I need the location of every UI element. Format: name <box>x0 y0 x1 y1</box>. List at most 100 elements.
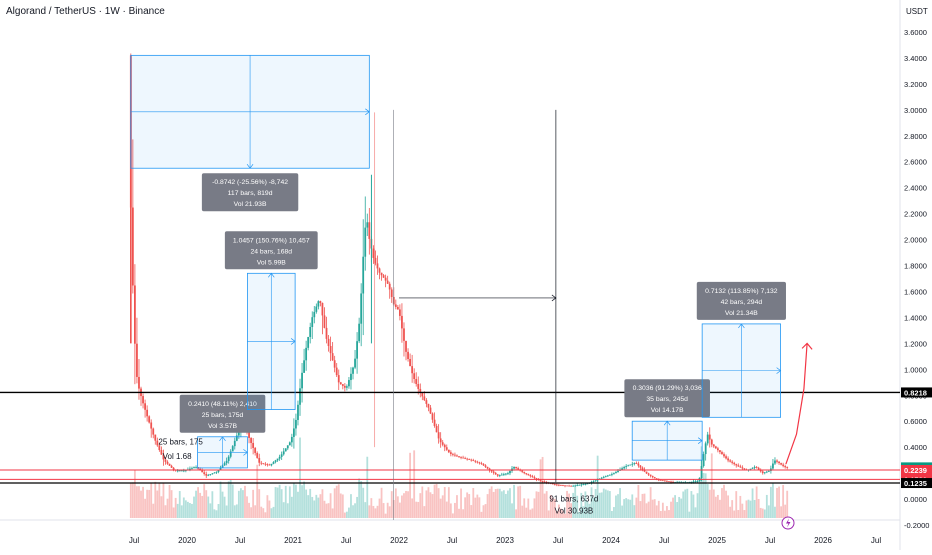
candle-body <box>749 468 752 470</box>
volume-bar <box>413 450 416 518</box>
candle-body <box>201 470 204 473</box>
volume-bar <box>311 496 314 518</box>
projection-arrow-head <box>801 342 813 350</box>
volume-bar <box>209 503 212 518</box>
volume-bar <box>466 492 469 518</box>
candle-body <box>211 473 214 475</box>
candle-body <box>694 481 697 483</box>
candle-body <box>623 467 626 469</box>
candle-body <box>574 485 577 487</box>
volume-bar <box>623 499 626 518</box>
volume-bar <box>643 493 646 518</box>
volume-bar <box>710 453 713 518</box>
volume-bar <box>692 494 695 518</box>
candle-body <box>431 413 434 420</box>
volume-bar <box>409 452 411 518</box>
measure-box-label-line: Vol 14.17B <box>651 407 684 414</box>
candle-body <box>474 460 477 462</box>
volume-bar <box>776 487 778 518</box>
candle-body <box>219 467 222 470</box>
volume-bar <box>227 481 230 518</box>
candle-body <box>223 463 226 466</box>
candle-body <box>229 451 232 457</box>
projection-arrow-line[interactable] <box>785 343 808 465</box>
volume-bar <box>156 490 159 518</box>
volume-bar <box>250 507 252 518</box>
candle-body <box>144 403 146 410</box>
candle-body <box>755 466 758 468</box>
candle-body <box>189 468 191 470</box>
volume-bar <box>725 490 727 518</box>
volume-bar <box>191 503 193 518</box>
candle-body <box>690 481 693 483</box>
candle-body <box>468 459 471 460</box>
volume-bar <box>435 483 438 518</box>
candle-body <box>735 464 738 466</box>
candle-body <box>470 459 473 461</box>
candle-body <box>572 485 575 487</box>
candle-body <box>148 416 151 423</box>
y-tick-label: 0.0000 <box>904 495 927 504</box>
candle-body <box>292 428 295 437</box>
candle-body <box>276 458 279 461</box>
volume-bar <box>723 484 725 518</box>
candle-body <box>225 460 228 464</box>
candle-body <box>592 481 595 482</box>
volume-bar <box>146 489 149 518</box>
volume-bar <box>305 489 308 518</box>
volume-bar <box>647 501 650 518</box>
candle-body <box>627 465 630 467</box>
candle-body <box>551 483 554 485</box>
volume-bar <box>174 497 177 518</box>
candle-body <box>480 463 483 464</box>
volume-bar <box>639 501 642 518</box>
candle-body <box>284 448 287 452</box>
candle-body <box>721 452 723 455</box>
volume-bar <box>133 470 136 518</box>
volume-bar <box>398 502 401 518</box>
volume-bar <box>645 503 648 518</box>
volume-bar <box>780 506 782 518</box>
chart-annotation: Vol 30.93B <box>555 506 594 515</box>
symbol-title[interactable]: Algorand / TetherUS · 1W · Binance <box>6 6 165 17</box>
candle-body <box>348 380 350 387</box>
volume-bar <box>574 486 577 518</box>
x-tick-label: 2025 <box>708 536 726 545</box>
candle-body <box>476 461 479 463</box>
volume-bar <box>348 507 350 518</box>
volume-bar <box>751 488 754 518</box>
volume-bar <box>447 487 450 518</box>
volume-bar <box>309 488 312 518</box>
volume-bar <box>276 487 279 518</box>
volume-bar <box>213 509 216 518</box>
x-tick-label: Jul <box>553 536 563 545</box>
volume-bar <box>372 505 375 518</box>
volume-bar <box>617 494 619 518</box>
measure-box-label-line: 0.3036 (91.29%) 3,036 <box>633 385 702 392</box>
candle-body <box>158 445 161 451</box>
volume-bar <box>335 485 338 518</box>
volume-bar <box>431 494 434 518</box>
volume-bar <box>199 492 202 518</box>
volume-bar <box>759 507 762 518</box>
volume-bar <box>741 503 744 518</box>
candle-body <box>729 460 732 462</box>
measure-box-arrow <box>776 367 782 374</box>
candle-body <box>617 470 619 473</box>
volume-bar <box>484 504 487 518</box>
volume-bar <box>592 497 595 518</box>
volume-bar <box>482 505 485 518</box>
candle-body <box>610 473 613 475</box>
candle-body <box>643 469 646 472</box>
candle-body <box>142 396 144 404</box>
candle-body <box>168 463 171 466</box>
measure-box-arrow <box>246 164 254 169</box>
candle-body <box>702 454 705 467</box>
candle-body <box>502 474 505 475</box>
price-label-text: 0.1235 <box>904 479 927 488</box>
chart-annotation: Vol 1.68 <box>163 452 192 461</box>
volume-bar <box>763 509 766 518</box>
candle-body <box>180 470 183 472</box>
candle-body <box>146 409 149 417</box>
